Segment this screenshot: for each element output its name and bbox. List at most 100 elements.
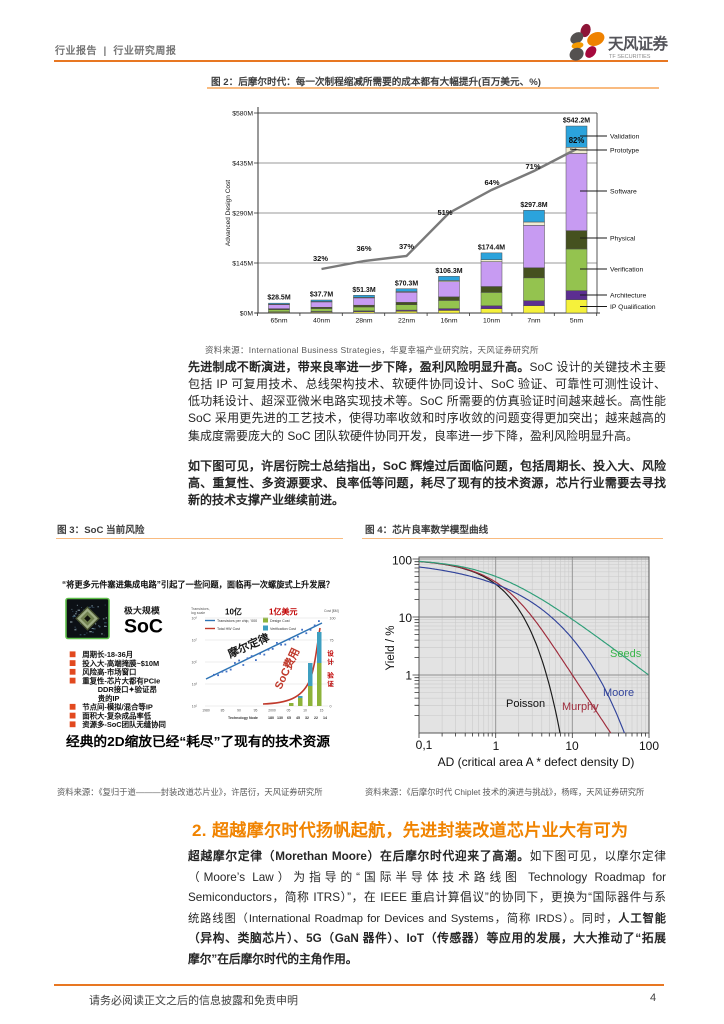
svg-text:SoC: SoC [124, 616, 163, 638]
svg-text:100: 100 [392, 554, 412, 568]
svg-text:$174.4M: $174.4M [478, 244, 505, 251]
svg-text:Yield / %: Yield / % [385, 626, 397, 671]
svg-text:Murphy: Murphy [562, 701, 599, 713]
svg-text:摩尔定律: 摩尔定律 [226, 630, 272, 661]
svg-text:Design Cost: Design Cost [270, 619, 290, 623]
svg-text:Verification: Verification [610, 266, 643, 273]
svg-text:Seeds: Seeds [610, 648, 642, 660]
svg-text:Verification Cost: Verification Cost [270, 627, 296, 631]
svg-text:85: 85 [221, 709, 225, 713]
svg-text:40nm: 40nm [313, 318, 330, 325]
svg-text:32%: 32% [313, 254, 328, 263]
svg-text:$0M: $0M [240, 310, 254, 317]
svg-text:$580M: $580M [232, 110, 253, 117]
svg-text:Poisson: Poisson [506, 698, 545, 710]
svg-text:51%: 51% [437, 208, 452, 217]
svg-text:Technology Node: Technology Node [228, 716, 258, 720]
svg-text:7nm: 7nm [527, 318, 541, 325]
svg-text:22: 22 [314, 716, 318, 720]
svg-text:IP Qualification: IP Qualification [610, 304, 656, 311]
svg-text:log scale: log scale [191, 611, 205, 615]
svg-text:10: 10 [303, 709, 307, 713]
svg-text:100: 100 [639, 739, 659, 753]
svg-text:64%: 64% [484, 178, 499, 187]
svg-text:1亿美元: 1亿美元 [269, 607, 297, 617]
svg-text:Software: Software [610, 188, 637, 195]
svg-text:10¹: 10¹ [192, 705, 198, 709]
svg-text:1: 1 [405, 669, 412, 683]
svg-text:SoC费用: SoC费用 [271, 645, 302, 691]
svg-text:05: 05 [287, 709, 291, 713]
svg-text:节点间-模拟/混合等IP: 节点间-模拟/混合等IP [82, 703, 153, 712]
svg-text:面积大-复杂成品率低: 面积大-复杂成品率低 [82, 711, 152, 720]
svg-text:$37.7M: $37.7M [310, 292, 334, 299]
svg-text:90: 90 [237, 709, 241, 713]
svg-text:5nm: 5nm [570, 318, 584, 325]
svg-text:TF SECURITIES: TF SECURITIES [609, 54, 651, 60]
svg-text:10: 10 [565, 739, 579, 753]
svg-text:经典的2D缩放已经“耗尽”了现有的技术资源: 经典的2D缩放已经“耗尽”了现有的技术资源 [66, 734, 330, 749]
svg-text:Physical: Physical [610, 235, 636, 242]
svg-text:22nm: 22nm [398, 318, 415, 325]
svg-text:14: 14 [323, 716, 327, 720]
svg-text:$290M: $290M [232, 210, 253, 217]
svg-text:10⁷: 10⁷ [192, 639, 198, 643]
svg-text:25: 25 [330, 683, 334, 687]
svg-text:$435M: $435M [232, 160, 253, 167]
svg-text:65: 65 [287, 716, 291, 720]
svg-text:28nm: 28nm [355, 318, 372, 325]
svg-text:0,1: 0,1 [416, 738, 433, 752]
svg-text:Moore: Moore [603, 687, 634, 699]
svg-text:AD (critical area A * defect d: AD (critical area A * defect density D) [438, 755, 635, 769]
svg-text:10亿: 10亿 [225, 607, 242, 617]
svg-text:设计: 设计 [326, 649, 334, 667]
svg-text:10: 10 [399, 611, 413, 625]
svg-text:资源多-SoC团队无缝协同: 资源多-SoC团队无缝协同 [82, 720, 166, 729]
svg-text:45: 45 [296, 716, 300, 720]
svg-text:75: 75 [330, 639, 334, 643]
svg-text:$297.8M: $297.8M [520, 202, 547, 209]
svg-text:10nm: 10nm [483, 318, 500, 325]
svg-text:82%: 82% [569, 136, 585, 145]
svg-text:验证: 验证 [326, 671, 334, 689]
svg-text:Transistors per chip, '000: Transistors per chip, '000 [217, 619, 257, 623]
svg-text:0: 0 [330, 705, 332, 709]
svg-text:100: 100 [330, 617, 336, 621]
svg-text:风险高-市场窗口: 风险高-市场窗口 [82, 668, 136, 677]
svg-text:极大规模: 极大规模 [124, 605, 160, 616]
svg-text:36%: 36% [356, 244, 371, 253]
svg-text:Prototype: Prototype [610, 147, 639, 154]
svg-text:$70.3M: $70.3M [395, 280, 419, 287]
svg-text:$145M: $145M [232, 260, 253, 267]
svg-text:130: 130 [277, 716, 283, 720]
svg-text:37%: 37% [399, 242, 414, 251]
svg-text:重复性-芯片大都有PCIe: 重复性-芯片大都有PCIe [82, 676, 160, 685]
svg-text:16nm: 16nm [440, 318, 457, 325]
svg-text:15: 15 [320, 709, 324, 713]
svg-text:“将更多元件塞进集成电路”引起了一些问题，面临再一次螺旋式上: “将更多元件塞进集成电路”引起了一些问题，面临再一次螺旋式上升发展？ [62, 579, 334, 590]
svg-text:Total HW Cost: Total HW Cost [217, 627, 240, 631]
svg-text:180: 180 [268, 716, 274, 720]
svg-text:Advanced Design Cost: Advanced Design Cost [225, 180, 232, 246]
svg-text:投入大-高端掩膜~$10M: 投入大-高端掩膜~$10M [82, 659, 159, 668]
svg-text:贵的IP: 贵的IP [98, 694, 120, 703]
svg-text:Architecture: Architecture [610, 292, 646, 299]
svg-text:周期长-18-36月: 周期长-18-36月 [82, 650, 133, 659]
svg-text:10⁵: 10⁵ [192, 661, 198, 665]
svg-text:65nm: 65nm [270, 318, 287, 325]
svg-text:50: 50 [330, 661, 334, 665]
svg-text:32: 32 [305, 716, 309, 720]
svg-text:1: 1 [493, 739, 500, 753]
svg-text:Cost [$M]: Cost [$M] [324, 609, 339, 613]
svg-text:95: 95 [254, 709, 258, 713]
svg-text:$51.3M: $51.3M [352, 287, 376, 294]
svg-text:$542.2M: $542.2M [563, 118, 590, 125]
svg-text:2000: 2000 [268, 709, 276, 713]
svg-text:10⁹: 10⁹ [191, 617, 197, 621]
svg-text:$106.3M: $106.3M [435, 268, 462, 275]
svg-text:$28.5M: $28.5M [267, 295, 291, 302]
svg-text:1980: 1980 [202, 709, 210, 713]
svg-text:71%: 71% [525, 162, 540, 171]
svg-text:天风证券: 天风证券 [608, 34, 668, 53]
svg-text:10³: 10³ [192, 683, 198, 687]
